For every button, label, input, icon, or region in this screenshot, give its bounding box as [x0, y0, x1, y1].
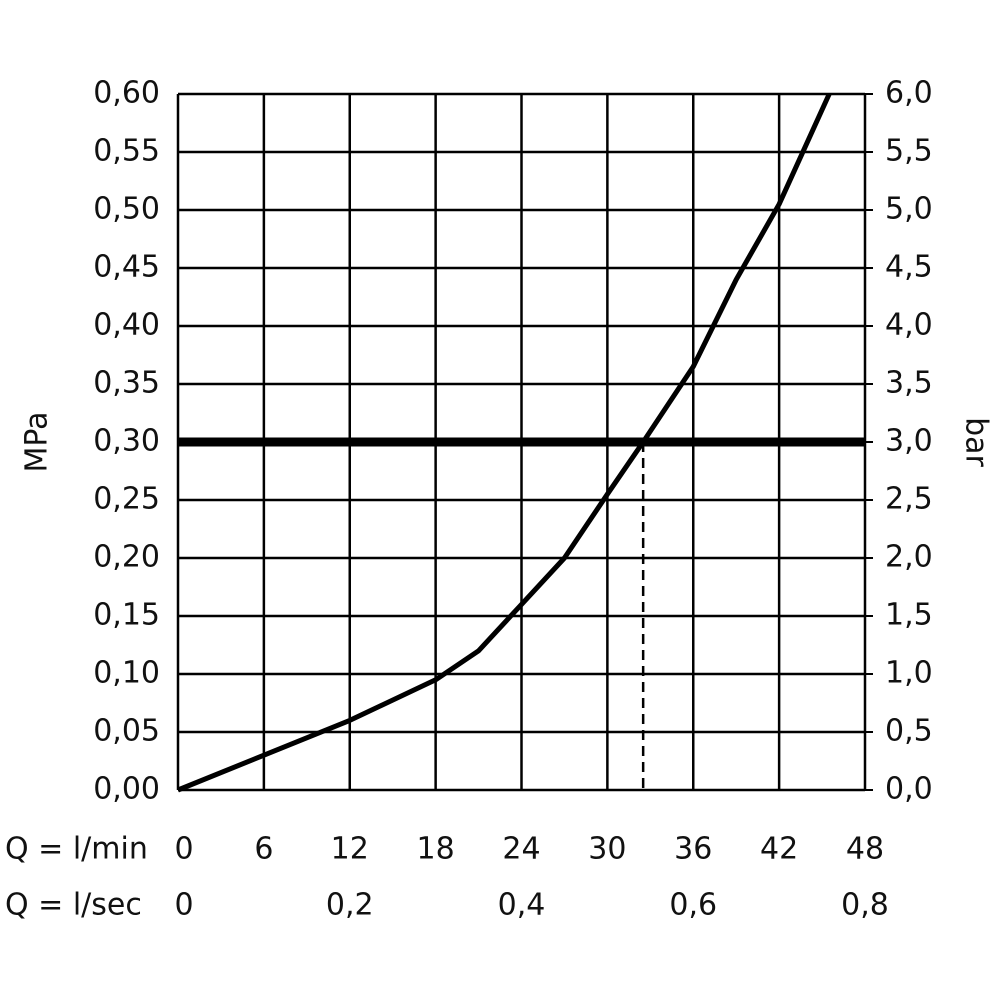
data-line: [177, 92, 832, 793]
y2-tick-label: 2,5: [885, 482, 933, 517]
y-tick-label: 0,15: [93, 598, 160, 633]
y-tick-label: 0,20: [93, 540, 160, 575]
y2-tick-label: 0,0: [885, 772, 933, 807]
x-tick-label: 36: [674, 832, 712, 867]
x-tick-label: 48: [846, 832, 884, 867]
y2-tick-label: 3,0: [885, 424, 933, 459]
y2-tick-label: 0,5: [885, 714, 933, 749]
x2-tick-label: 0,2: [326, 888, 374, 923]
y-tick-label: 0,50: [93, 192, 160, 227]
x-tick-label: 42: [760, 832, 798, 867]
x2-tick-label: 0,8: [841, 888, 889, 923]
y-tick-label: 0,10: [93, 656, 160, 691]
y-tick-label: 0,45: [93, 250, 160, 285]
x-tick-label: 30: [588, 832, 626, 867]
y-tick-label: 0,60: [93, 76, 160, 111]
x-tick-label: 0: [174, 832, 193, 867]
x2-tick-label: 0: [174, 888, 193, 923]
y-tick-label: 0,30: [93, 424, 160, 459]
x-tick-label: 6: [254, 832, 273, 867]
x-tick-label: 18: [417, 832, 455, 867]
y-tick-label: 0,40: [93, 308, 160, 343]
y-tick-label: 0,25: [93, 482, 160, 517]
y-tick-label: 0,00: [93, 772, 160, 807]
y2-tick-label: 3,5: [885, 366, 933, 401]
y-axis-label: MPa: [20, 411, 55, 472]
y2-tick-label: 6,0: [885, 76, 933, 111]
y2-tick-label: 4,5: [885, 250, 933, 285]
y2-tick-label: 5,5: [885, 134, 933, 169]
x-tick-label: 12: [331, 832, 369, 867]
y-tick-label: 0,35: [93, 366, 160, 401]
y-tick-label: 0,05: [93, 714, 160, 749]
x-tick-label: 24: [502, 832, 540, 867]
y2-tick-label: 1,5: [885, 598, 933, 633]
x2-tick-label: 0,6: [669, 888, 717, 923]
y2-axis-label: bar: [959, 417, 994, 467]
y2-tick-label: 1,0: [885, 656, 933, 691]
y2-tick-label: 2,0: [885, 540, 933, 575]
y2-tick-label: 5,0: [885, 192, 933, 227]
x-row-label: Q = l/sec: [5, 888, 142, 923]
y-tick-label: 0,55: [93, 134, 160, 169]
x-row-label: Q = l/min: [5, 832, 148, 867]
y2-tick-label: 4,0: [885, 308, 933, 343]
x2-tick-label: 0,4: [498, 888, 546, 923]
